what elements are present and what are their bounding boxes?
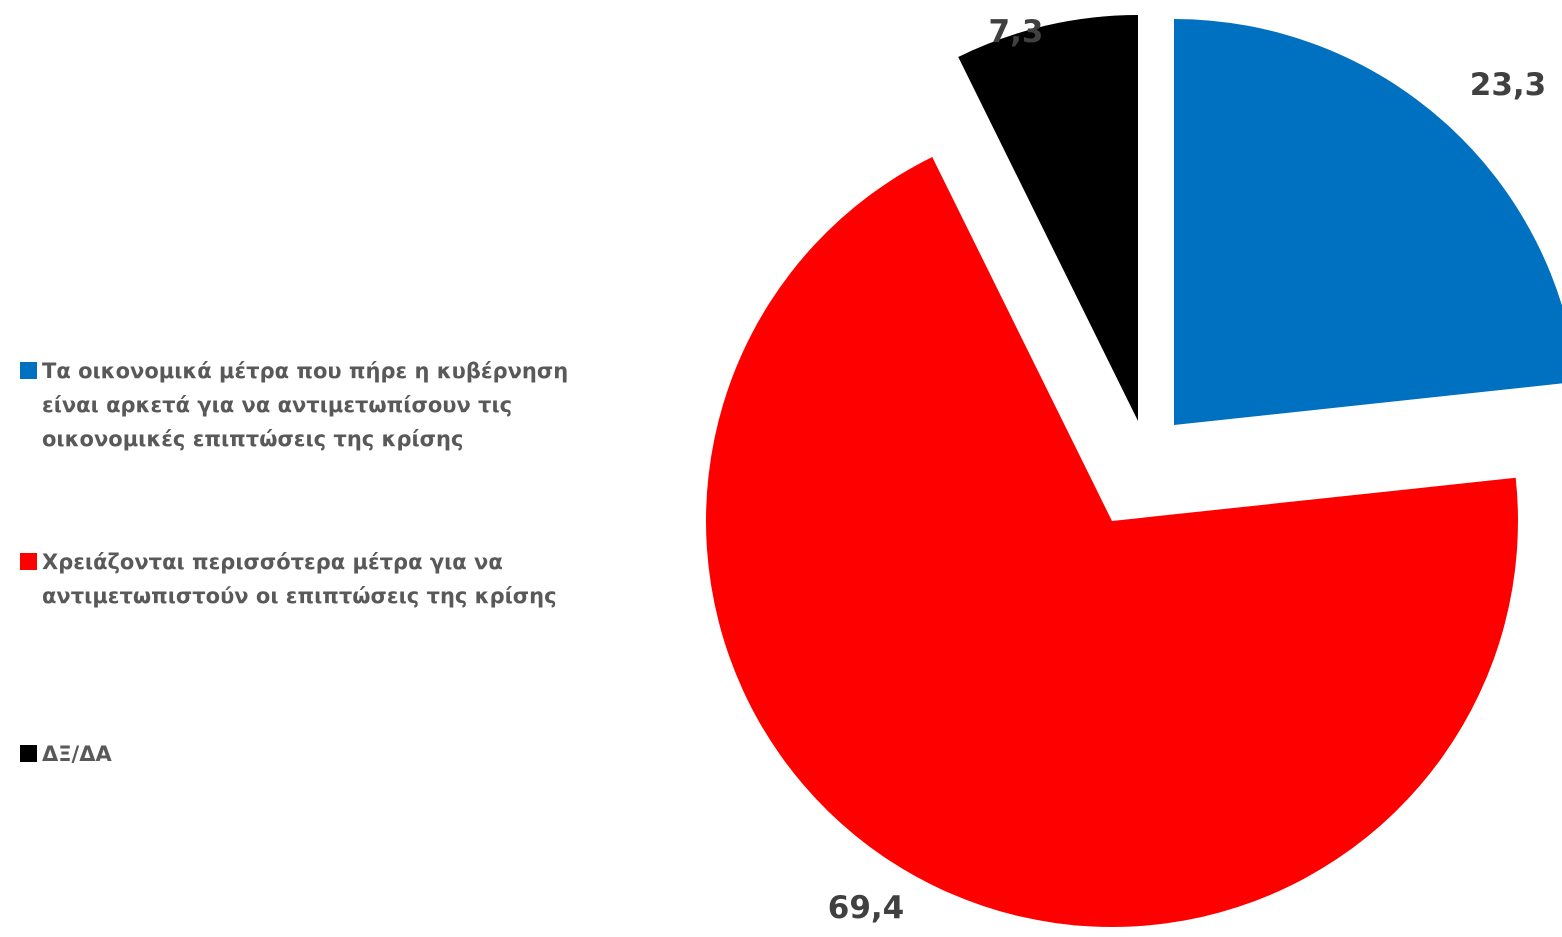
- legend-item-more-measures: Χρειάζονται περισσότερα μέτρα για να αντ…: [20, 545, 580, 613]
- legend-swatch-blue: [20, 362, 37, 379]
- legend-swatch-black: [20, 745, 37, 762]
- legend-label-dk-na: ΔΞ/ΔΑ: [42, 742, 112, 766]
- legend-label-more-measures: Χρειάζονται περισσότερα μέτρα για να αντ…: [42, 550, 557, 609]
- legend-item-dk-na: ΔΞ/ΔΑ: [20, 737, 580, 771]
- legend-label-sufficient: Τα οικονομικά μέτρα που πήρε η κυβέρνηση…: [42, 359, 569, 452]
- slice-more-measures: [706, 156, 1519, 927]
- slice-dk-na: [958, 15, 1138, 421]
- slice-sufficient-value-label: 23,3: [1470, 67, 1547, 103]
- slice-dk-na-value-label: 7,3: [989, 14, 1044, 50]
- slice-more-measures-value-label: 69,4: [828, 890, 905, 926]
- legend-swatch-red: [20, 553, 37, 570]
- slice-sufficient: [1174, 19, 1562, 425]
- legend-item-sufficient: Τα οικονομικά μέτρα που πήρε η κυβέρνηση…: [20, 354, 580, 456]
